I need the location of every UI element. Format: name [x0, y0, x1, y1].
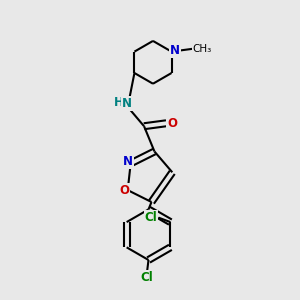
- Text: N: N: [123, 155, 133, 168]
- Text: CH₃: CH₃: [193, 44, 212, 54]
- Text: Cl: Cl: [141, 271, 153, 284]
- Text: N: N: [170, 44, 180, 57]
- Text: O: O: [119, 184, 129, 196]
- Text: O: O: [167, 117, 177, 130]
- Text: H: H: [114, 96, 124, 109]
- Text: N: N: [122, 97, 132, 110]
- Text: Cl: Cl: [145, 211, 158, 224]
